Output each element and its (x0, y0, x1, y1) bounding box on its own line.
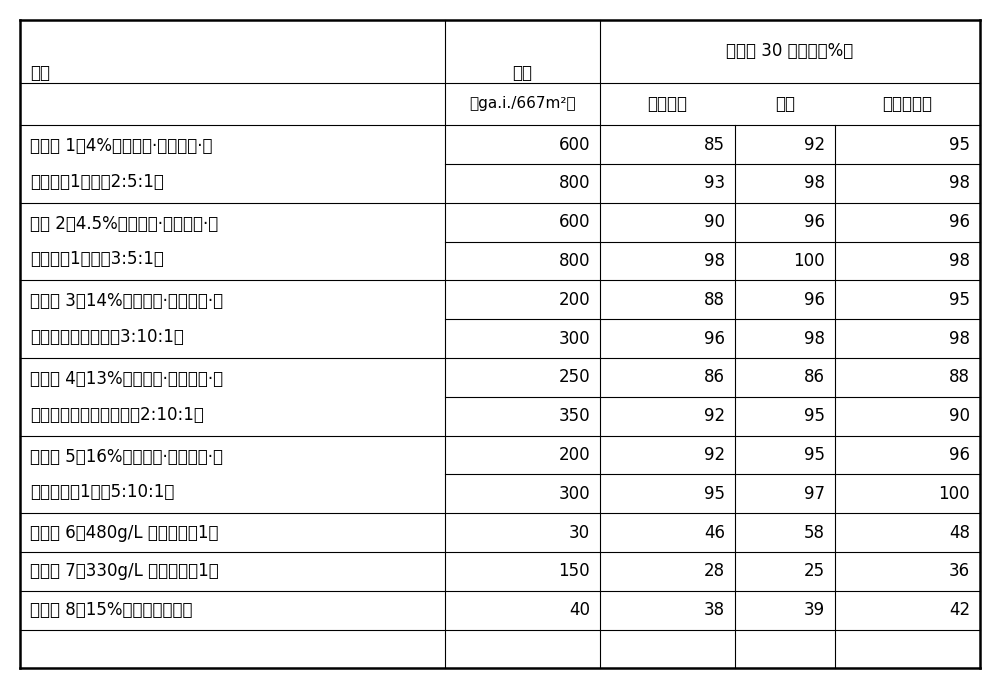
Text: 田间总防效: 田间总防效 (883, 95, 932, 113)
Text: 96: 96 (804, 291, 825, 309)
Text: 600: 600 (558, 136, 590, 153)
Text: 48: 48 (949, 524, 970, 542)
Text: 95: 95 (804, 446, 825, 464)
Text: 实施例 8：15%硌磺草酮悬浮剂: 实施例 8：15%硌磺草酮悬浮剂 (30, 601, 192, 619)
Text: 用量: 用量 (512, 64, 532, 82)
Text: 38: 38 (704, 601, 725, 619)
Text: 95: 95 (949, 291, 970, 309)
Text: 200: 200 (558, 291, 590, 309)
Text: 58: 58 (804, 524, 825, 542)
Text: 98: 98 (804, 329, 825, 348)
Text: 90: 90 (949, 407, 970, 425)
Text: 实施例 5：16%异噻草松·二甲戊灵·硌: 实施例 5：16%异噻草松·二甲戊灵·硌 (30, 447, 223, 466)
Text: （ga.i./667m²）: （ga.i./667m²） (469, 96, 576, 111)
Text: 96: 96 (949, 213, 970, 231)
Text: 98: 98 (949, 329, 970, 348)
Text: 实施例 4：13%异噻草松·二甲戊灵·硌: 实施例 4：13%异噻草松·二甲戊灵·硌 (30, 370, 223, 388)
Text: 300: 300 (558, 485, 590, 503)
Text: 98: 98 (804, 175, 825, 192)
Text: 98: 98 (949, 252, 970, 270)
Text: 300: 300 (558, 329, 590, 348)
Text: 92: 92 (804, 136, 825, 153)
Text: 25: 25 (804, 563, 825, 580)
Text: 600: 600 (558, 213, 590, 231)
Text: 86: 86 (704, 368, 725, 387)
Text: 95: 95 (704, 485, 725, 503)
Text: 350: 350 (558, 407, 590, 425)
Text: 46: 46 (704, 524, 725, 542)
Text: 85: 85 (704, 136, 725, 153)
Text: 95: 95 (804, 407, 825, 425)
Text: 36: 36 (949, 563, 970, 580)
Text: 实施例 7：330g/L 二甲戊灵乣1油: 实施例 7：330g/L 二甲戊灵乣1油 (30, 563, 219, 580)
Text: 40: 40 (569, 601, 590, 619)
Text: 96: 96 (704, 329, 725, 348)
Text: 92: 92 (704, 446, 725, 464)
Text: 30: 30 (569, 524, 590, 542)
Text: 250: 250 (558, 368, 590, 387)
Text: 98: 98 (949, 175, 970, 192)
Text: 86: 86 (804, 368, 825, 387)
Text: 92: 92 (704, 407, 725, 425)
Text: 磺草酮頵1粒剂（2:5:1）: 磺草酮頵1粒剂（2:5:1） (30, 173, 164, 191)
Text: 磺草酮悬乣1剂（5:10:1）: 磺草酮悬乣1剂（5:10:1） (30, 483, 174, 501)
Text: 88: 88 (704, 291, 725, 309)
Text: 100: 100 (938, 485, 970, 503)
Text: 96: 96 (949, 446, 970, 464)
Text: 150: 150 (558, 563, 590, 580)
Text: 实施例 1：4%异噻草松·二甲戊灵·硌: 实施例 1：4%异噻草松·二甲戊灵·硌 (30, 137, 212, 155)
Text: 88: 88 (949, 368, 970, 387)
Text: 100: 100 (793, 252, 825, 270)
Text: 90: 90 (704, 213, 725, 231)
Text: 42: 42 (949, 601, 970, 619)
Text: 稗草: 稗草 (775, 95, 795, 113)
Text: 实施例 6：480g/L 异噻草松乣1油: 实施例 6：480g/L 异噻草松乣1油 (30, 524, 218, 542)
Text: 96: 96 (804, 213, 825, 231)
Text: 实施例 3：14%异噻草松·二甲戊灵·硌: 实施例 3：14%异噻草松·二甲戊灵·硌 (30, 293, 223, 310)
Text: 95: 95 (949, 136, 970, 153)
Text: 磺草酮可湿性粉剂（3:10:1）: 磺草酮可湿性粉剂（3:10:1） (30, 328, 184, 346)
Text: 93: 93 (704, 175, 725, 192)
Text: 稻李氏禾: 稻李氏禾 (648, 95, 688, 113)
Text: 800: 800 (558, 175, 590, 192)
Text: 98: 98 (704, 252, 725, 270)
Text: 97: 97 (804, 485, 825, 503)
Text: 施药后 30 天防效（%）: 施药后 30 天防效（%） (726, 42, 854, 61)
Text: 800: 800 (558, 252, 590, 270)
Text: 磺草酮頵1粒剂（3:5:1）: 磺草酮頵1粒剂（3:5:1） (30, 250, 164, 268)
Text: 200: 200 (558, 446, 590, 464)
Text: 药剂: 药剂 (30, 64, 50, 82)
Text: 28: 28 (704, 563, 725, 580)
Text: 39: 39 (804, 601, 825, 619)
Text: 磺草酮可分散油悬浮剂（2:10:1）: 磺草酮可分散油悬浮剂（2:10:1） (30, 406, 204, 424)
Text: 实施 2：4.5%异噻草松·二甲戊灵·硌: 实施 2：4.5%异噻草松·二甲戊灵·硌 (30, 215, 218, 233)
